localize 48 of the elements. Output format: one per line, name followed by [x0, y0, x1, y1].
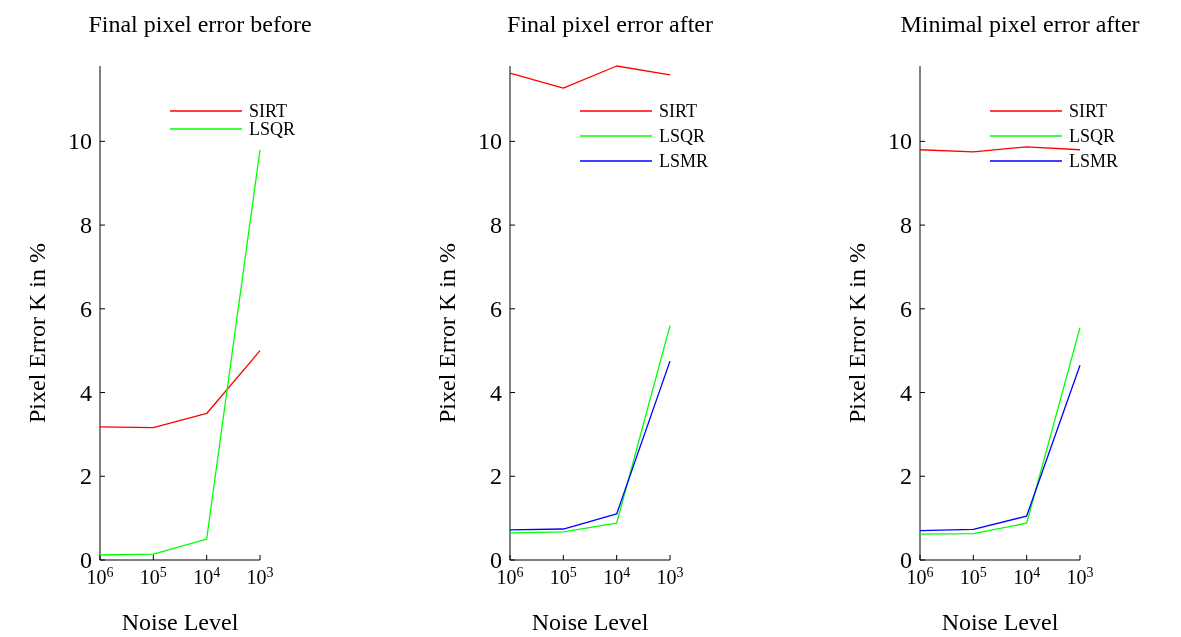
line-series	[919, 364, 1081, 532]
y-tick-label: 4	[80, 379, 92, 406]
chart-title: Minimal pixel error after	[900, 11, 1140, 37]
y-tick-label: 2	[900, 463, 912, 490]
y-tick-label: 8	[80, 212, 92, 239]
y-tick-label: 10	[888, 128, 912, 155]
legend-label: SIRT	[659, 101, 697, 121]
chart-title: Final pixel error before	[88, 11, 312, 37]
legend-label: SIRT	[1069, 101, 1107, 121]
line-series	[509, 324, 671, 534]
x-tick-label: 10$^{3}$	[1066, 564, 1094, 588]
y-tick-label: 10	[68, 128, 92, 155]
legend-label: LSQR	[1069, 126, 1116, 146]
line-series	[919, 327, 1081, 535]
y-tick-label: 10	[478, 128, 502, 155]
y-tick-label: 4	[490, 379, 502, 406]
chart-title: Final pixel error after	[507, 11, 713, 37]
y-tick-label: 8	[490, 212, 502, 239]
x-axis-title: Noise Level	[121, 609, 239, 635]
x-tick-label: 10$^{5}$	[549, 564, 577, 588]
line-series	[509, 65, 671, 89]
y-tick-label: 4	[900, 379, 912, 406]
legend-label: LSMR	[659, 151, 709, 171]
line-series	[99, 350, 261, 429]
x-tick-label: 10$^{4}$	[193, 564, 221, 588]
x-tick-label: 10$^{4}$	[603, 564, 631, 588]
y-axis-title: Pixel Error K in %	[24, 243, 50, 423]
x-tick-label: 10$^{4}$	[1013, 564, 1041, 588]
y-axis-title: Pixel Error K in %	[844, 243, 870, 423]
y-tick-label: 2	[490, 463, 502, 490]
legend-label: SIRT	[249, 101, 287, 121]
legend-label: LSMR	[1069, 151, 1119, 171]
line-series	[99, 149, 261, 556]
legend-label: LSQR	[659, 126, 706, 146]
y-axis-title: Pixel Error K in %	[434, 243, 460, 423]
x-tick-label: 10$^{5}$	[959, 564, 987, 588]
legend-label: LSQR	[249, 119, 296, 139]
y-tick-label: 6	[490, 295, 502, 322]
y-tick-label: 8	[900, 212, 912, 239]
x-tick-label: 10$^{3}$	[656, 564, 684, 588]
y-tick-label: 2	[80, 463, 92, 490]
y-tick-label: 6	[80, 295, 92, 322]
x-axis-title: Noise Level	[941, 609, 1059, 635]
line-series	[509, 360, 671, 531]
x-tick-label: 10$^{5}$	[139, 564, 167, 588]
y-tick-label: 6	[900, 295, 912, 322]
x-tick-label: 10$^{3}$	[246, 564, 274, 588]
x-axis-title: Noise Level	[531, 609, 649, 635]
